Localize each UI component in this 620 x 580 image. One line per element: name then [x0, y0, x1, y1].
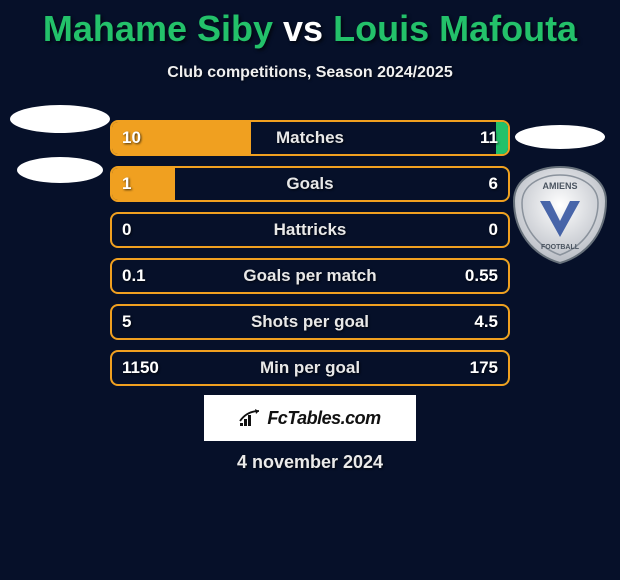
player2-name: Louis Mafouta	[333, 8, 577, 49]
stat-row: 1011Matches	[110, 120, 510, 156]
date-text: 4 november 2024	[0, 452, 620, 473]
source-badge-text: FcTables.com	[267, 408, 380, 429]
logo-shape-icon	[515, 125, 605, 149]
stat-row: 00Hattricks	[110, 212, 510, 248]
stat-label: Goals	[112, 168, 508, 200]
subtitle: Club competitions, Season 2024/2025	[0, 64, 620, 82]
player1-name: Mahame Siby	[43, 8, 273, 49]
left-club-logo	[0, 105, 120, 285]
stat-row: 0.10.55Goals per match	[110, 258, 510, 294]
crest-top-text: AMIENS	[542, 181, 577, 191]
stat-label: Min per goal	[112, 352, 508, 384]
stat-label: Matches	[112, 122, 508, 154]
vs-text: vs	[283, 8, 323, 49]
source-badge: FcTables.com	[204, 395, 416, 441]
stat-row: 54.5Shots per goal	[110, 304, 510, 340]
amiens-crest-icon: AMIENS FOOTBALL	[510, 165, 610, 265]
logo-shape-icon	[17, 157, 103, 183]
comparison-title: Mahame Siby vs Louis Mafouta	[0, 0, 620, 50]
stat-row: 16Goals	[110, 166, 510, 202]
stat-label: Hattricks	[112, 214, 508, 246]
stat-label: Shots per goal	[112, 306, 508, 338]
crest-bottom-text: FOOTBALL	[540, 244, 579, 251]
fctables-logo-icon	[239, 409, 261, 427]
stat-label: Goals per match	[112, 260, 508, 292]
right-club-logo: AMIENS FOOTBALL	[507, 125, 612, 320]
logo-shape-icon	[10, 105, 110, 133]
stats-bars: 1011Matches 16Goals 00Hattricks 0.10.55Goal…	[110, 120, 510, 396]
stat-row: 1150175Min per goal	[110, 350, 510, 386]
